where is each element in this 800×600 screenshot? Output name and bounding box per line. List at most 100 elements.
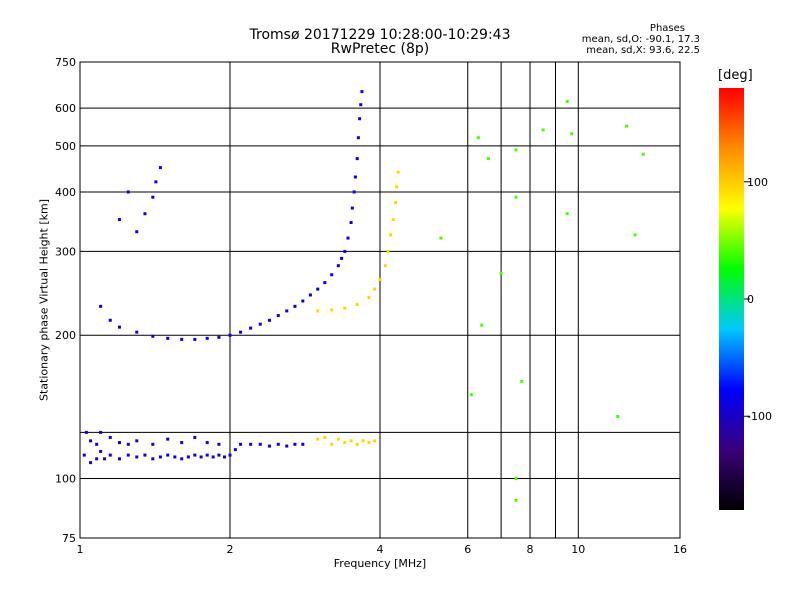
echo-point [641, 152, 645, 156]
echo-point [258, 322, 262, 326]
echo-point [316, 287, 320, 291]
echo-point [301, 442, 305, 446]
echo-point [135, 330, 139, 334]
x-tick-label: 4 [377, 543, 384, 556]
echo-point [391, 218, 395, 222]
x-tick-label: 2 [227, 543, 234, 556]
echo-point [355, 157, 359, 161]
echo-point [616, 414, 620, 418]
echo-point [350, 206, 354, 210]
echo-point [293, 442, 297, 446]
echo-point [565, 212, 569, 216]
echo-point [99, 430, 103, 434]
echo-point [308, 293, 312, 297]
y-tick-label: 400 [55, 186, 76, 199]
phase-summary-heading: Phases [649, 23, 685, 34]
echo-point [499, 271, 503, 275]
echo-point [89, 439, 93, 443]
echo-point [514, 498, 518, 502]
echo-point [154, 180, 158, 184]
echo-point [158, 166, 162, 170]
echo-point [228, 453, 232, 457]
echo-point [117, 457, 121, 461]
y-tick-label: 100 [55, 473, 76, 486]
echo-point [378, 277, 382, 281]
echo-point [570, 132, 574, 136]
echo-point [126, 190, 130, 194]
echo-point [476, 136, 480, 140]
echo-point [352, 190, 356, 194]
x-tick-label: 6 [464, 543, 471, 556]
echo-point [514, 195, 518, 199]
y-tick-label: 300 [55, 245, 76, 258]
echo-point [180, 337, 184, 341]
echo-point [205, 453, 209, 457]
echo-point [108, 435, 112, 439]
y-tick-label: 200 [55, 329, 76, 342]
phase-colorbar [719, 88, 744, 510]
echo-point [336, 264, 340, 268]
echo-point [373, 287, 377, 291]
echo-point [469, 393, 473, 397]
echo-point [151, 195, 155, 199]
echo-point [108, 453, 112, 457]
y-axis-ticks: 75 100 200 300 400 500 600 750 [55, 56, 76, 545]
echo-point [223, 455, 227, 459]
echo-point [349, 221, 353, 225]
echo-point [151, 334, 155, 338]
x-axis-ticks: 1 2 4 6 8 10 16 [77, 543, 688, 556]
echo-point [330, 273, 334, 277]
echo-point [143, 453, 147, 457]
phase-summary-o-mode: mean, sd,O: -90.1, 17.3 [581, 34, 700, 45]
echo-point [343, 249, 347, 253]
echo-point [316, 437, 320, 441]
echo-point [186, 455, 190, 459]
echo-point [233, 448, 237, 452]
echo-point [217, 335, 221, 339]
colorbar-unit-label: [deg] [718, 68, 753, 83]
echo-point [95, 457, 99, 461]
echo-point [180, 441, 184, 445]
echo-point [103, 457, 107, 461]
echo-point [353, 175, 357, 179]
echo-point [267, 444, 271, 448]
echo-point [301, 299, 305, 303]
echo-point [520, 379, 524, 383]
echo-point [205, 336, 209, 340]
echo-point [193, 435, 197, 439]
echo-point [89, 461, 93, 465]
echo-point [166, 437, 170, 441]
echo-point [373, 439, 377, 443]
echo-point [276, 314, 280, 318]
y-tick-label: 750 [55, 56, 76, 69]
echo-point [173, 455, 177, 459]
echo-point [330, 442, 334, 446]
echo-point [228, 333, 232, 337]
echo-point [355, 442, 359, 446]
echo-point [323, 435, 327, 439]
echo-point [267, 318, 271, 322]
phase-summary-x-mode: mean, sd,X: 93.6, 22.5 [586, 45, 700, 56]
echo-point [343, 441, 347, 445]
echo-point [361, 439, 365, 443]
x-tick-label: 1 [77, 543, 84, 556]
echo-point [514, 477, 518, 481]
echo-point [349, 439, 353, 443]
colorbar-tick-label: -100 [747, 410, 772, 423]
echo-point [143, 212, 147, 216]
echo-point [360, 90, 364, 94]
echo-point [193, 337, 197, 341]
echo-point [258, 442, 262, 446]
echo-point [367, 296, 371, 300]
echo-point [205, 441, 209, 445]
echo-point [158, 455, 162, 459]
echo-point [117, 325, 121, 329]
echo-point [126, 453, 130, 457]
echo-point [394, 201, 398, 205]
echo-point [355, 303, 359, 307]
echo-point [135, 455, 139, 459]
echo-point [356, 136, 360, 140]
echo-point [249, 442, 253, 446]
y-tick-label: 500 [55, 140, 76, 153]
